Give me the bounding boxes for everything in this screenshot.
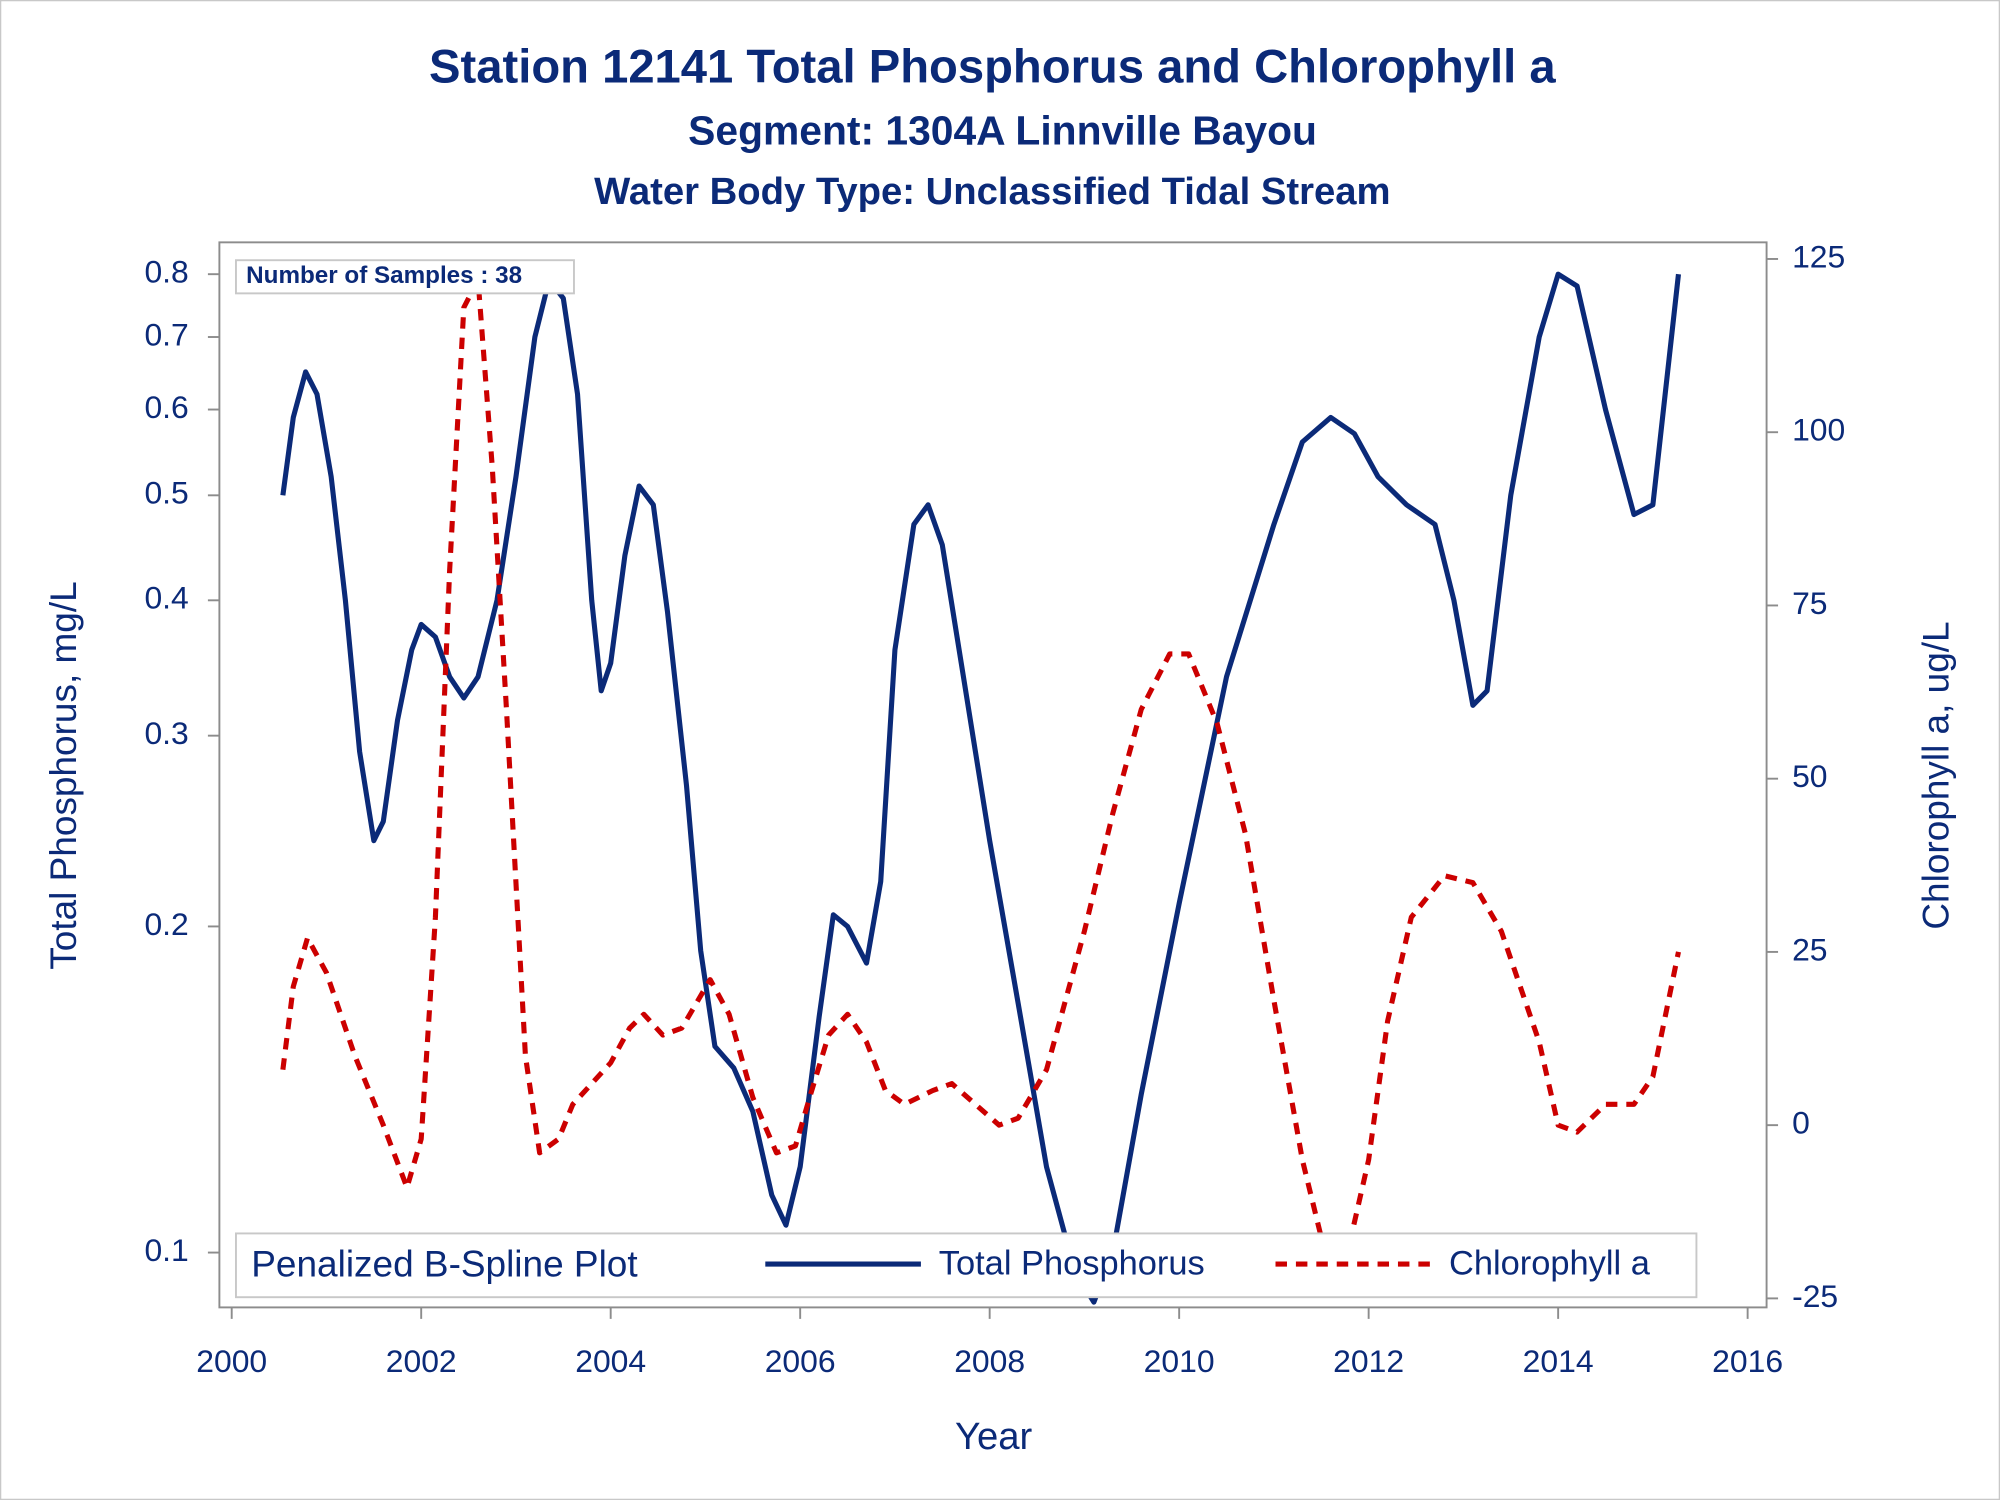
legend-title: Penalized B-Spline Plot bbox=[251, 1243, 637, 1284]
y-tick-label: 0.5 bbox=[144, 475, 188, 511]
chart-subtitle: Water Body Type: Unclassified Tidal Stre… bbox=[594, 170, 1390, 213]
y2-tick-label: 50 bbox=[1792, 758, 1827, 794]
y-tick-label: 0.8 bbox=[144, 254, 188, 290]
x-tick-label: 2010 bbox=[1144, 1343, 1215, 1379]
y-tick-label: 0.7 bbox=[144, 316, 188, 352]
x-tick-label: 2012 bbox=[1333, 1343, 1404, 1379]
x-tick-label: 2014 bbox=[1523, 1343, 1594, 1379]
y-tick-label: 0.6 bbox=[144, 389, 188, 425]
y2-tick-label: 125 bbox=[1792, 238, 1845, 274]
x-tick-label: 2016 bbox=[1712, 1343, 1783, 1379]
y2-tick-label: 0 bbox=[1792, 1105, 1810, 1141]
annotation-box bbox=[235, 259, 575, 295]
legend-label: Total Phosphorus bbox=[939, 1244, 1205, 1282]
legend-label: Chlorophyll a bbox=[1449, 1244, 1651, 1282]
y2-tick-label: 25 bbox=[1792, 931, 1827, 967]
y2-tick-label: -25 bbox=[1792, 1278, 1838, 1314]
chart-title: Station 12141 Total Phosphorus and Chlor… bbox=[429, 41, 1556, 94]
plot-frame bbox=[218, 241, 1768, 1309]
y-tick-label: 0.1 bbox=[144, 1232, 188, 1268]
y-tick-label: 0.4 bbox=[144, 580, 188, 616]
annotation: Number of Samples : 38 bbox=[246, 262, 522, 289]
legend-box bbox=[235, 1232, 1698, 1299]
y2-axis-label: Chlorophyll a, ug/L bbox=[1916, 621, 1957, 929]
y-axis-label: Total Phosphorus, mg/L bbox=[43, 581, 84, 969]
chart-subtitle: Segment: 1304A Linnville Bayou bbox=[688, 108, 1317, 154]
y2-tick-label: 100 bbox=[1792, 412, 1845, 448]
x-tick-label: 2000 bbox=[196, 1343, 267, 1379]
x-axis-label: Year bbox=[955, 1415, 1033, 1458]
y-tick-label: 0.2 bbox=[144, 906, 188, 942]
x-tick-label: 2002 bbox=[386, 1343, 457, 1379]
x-tick-label: 2004 bbox=[575, 1343, 646, 1379]
x-tick-label: 2006 bbox=[765, 1343, 836, 1379]
y2-tick-label: 75 bbox=[1792, 585, 1827, 621]
x-tick-label: 2008 bbox=[954, 1343, 1025, 1379]
y-tick-label: 0.3 bbox=[144, 715, 188, 751]
